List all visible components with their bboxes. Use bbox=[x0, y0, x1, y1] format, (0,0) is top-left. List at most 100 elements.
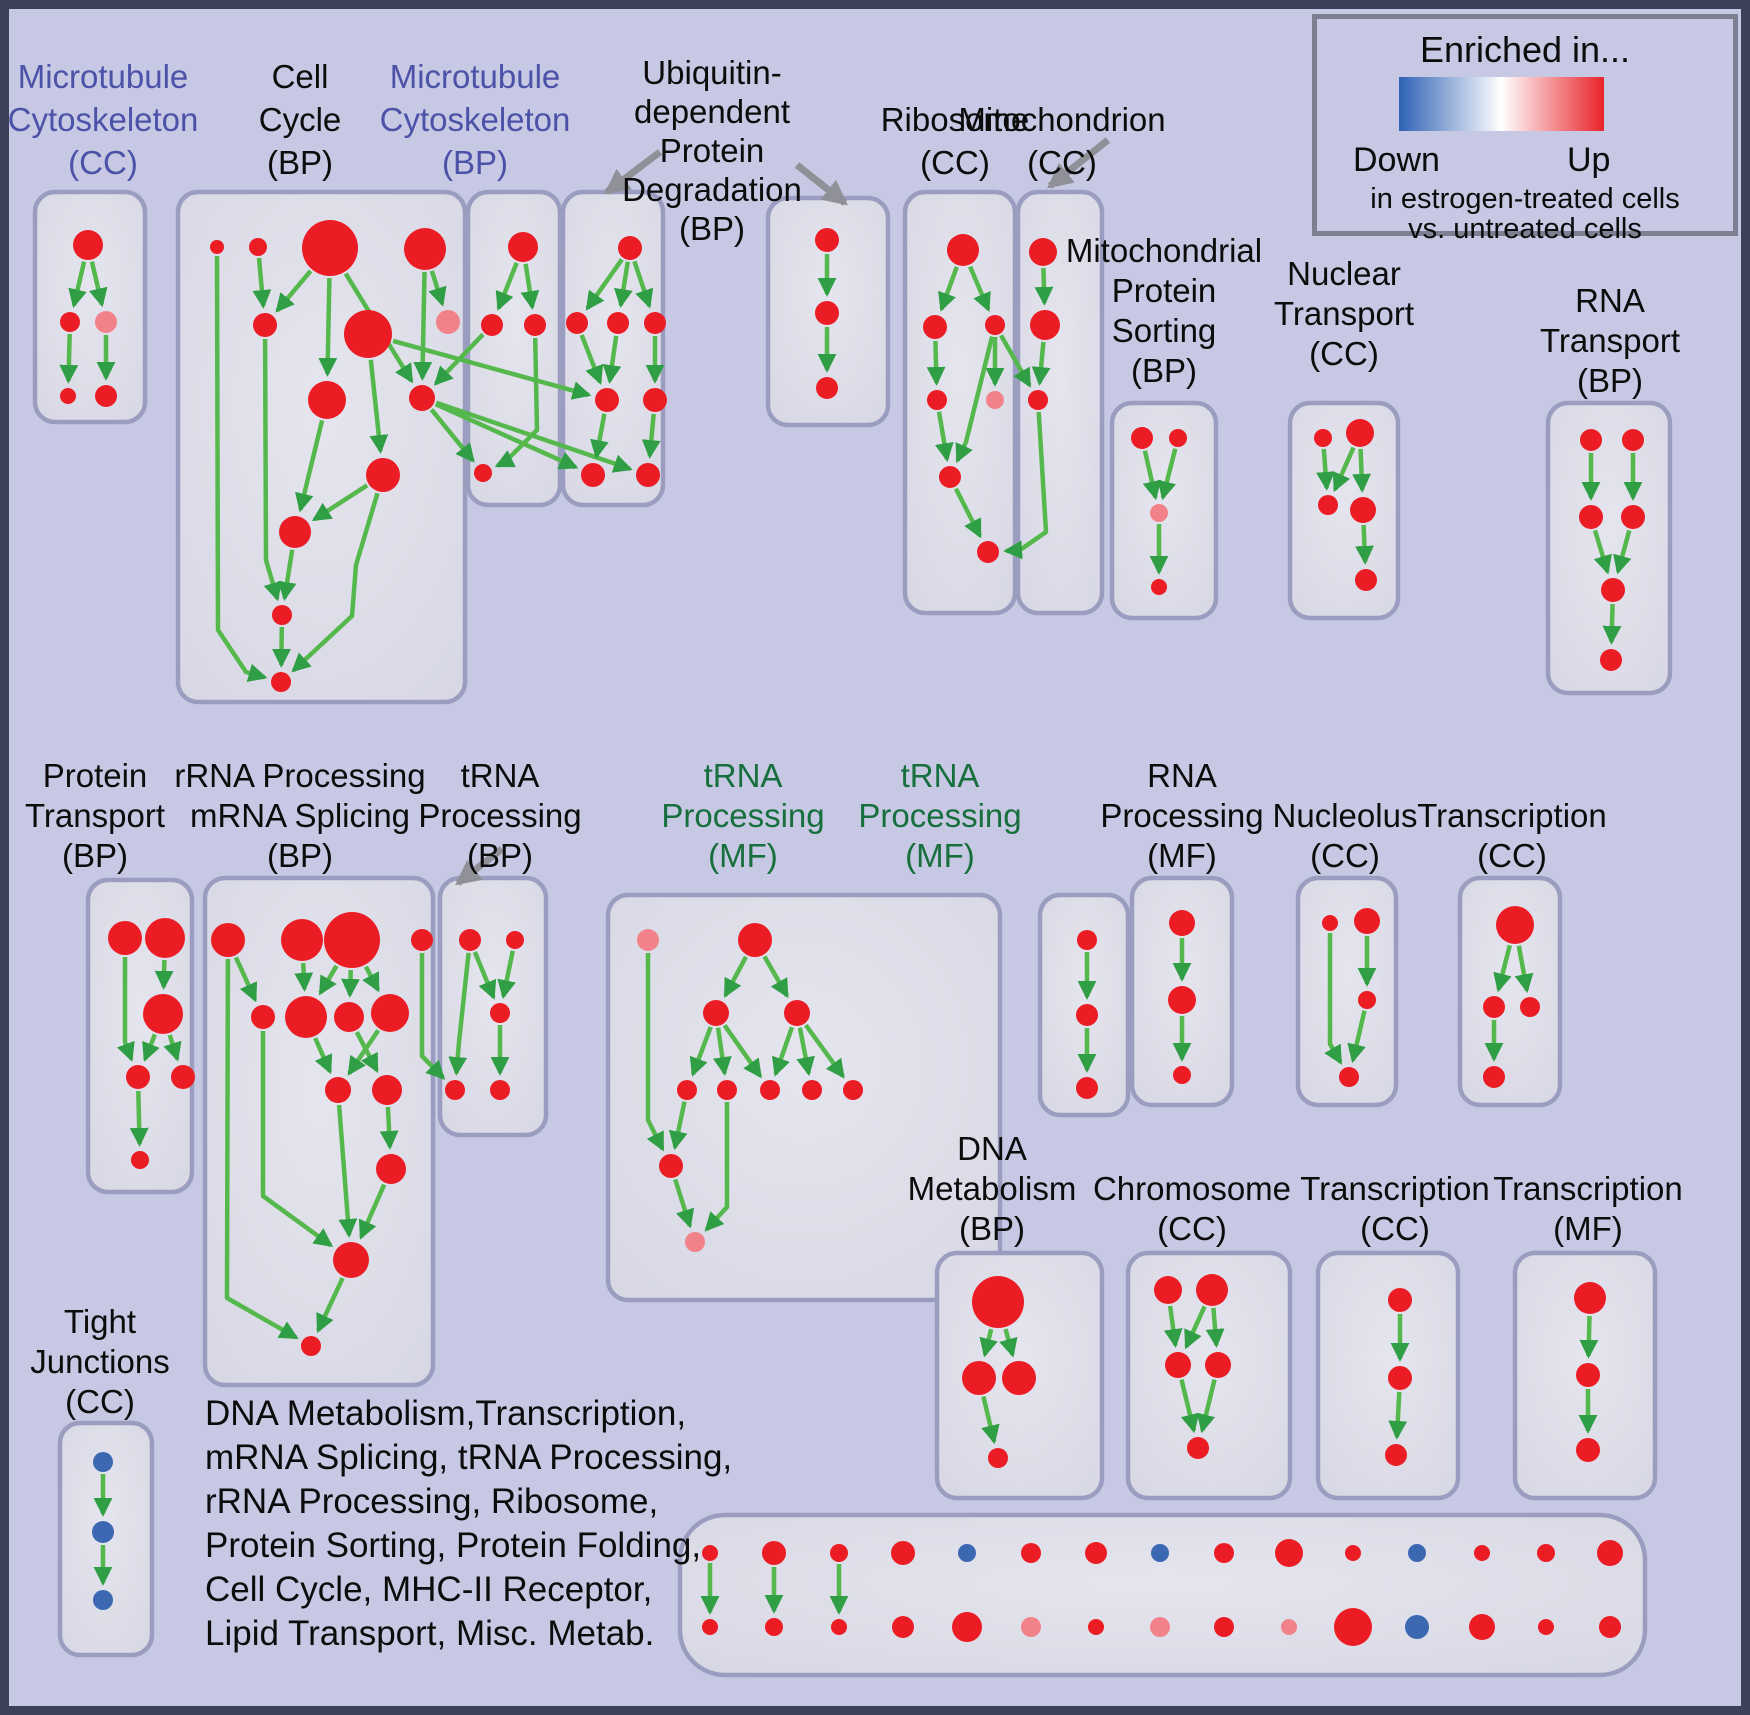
go-term-node bbox=[977, 541, 999, 563]
relation-edge bbox=[1184, 1305, 1207, 1350]
go-term-node bbox=[1520, 997, 1540, 1017]
relation-edge bbox=[362, 965, 380, 993]
go-term-node bbox=[891, 1541, 915, 1565]
go-term-node bbox=[1601, 578, 1625, 602]
go-term-node bbox=[802, 1080, 822, 1100]
relation-edge bbox=[1316, 448, 1335, 491]
go-term-node bbox=[988, 1448, 1008, 1468]
go-term-node bbox=[436, 310, 460, 334]
go-term-node bbox=[1021, 1543, 1041, 1563]
cluster-box bbox=[1315, 1250, 1461, 1501]
go-term-node bbox=[271, 672, 291, 692]
relation-edge bbox=[935, 411, 954, 463]
cluster-label: Cell Cycle (BP) bbox=[259, 58, 342, 181]
go-term-node bbox=[1574, 1282, 1606, 1314]
relation-edge bbox=[429, 408, 475, 463]
category-list-line: DNA Metabolism,Transcription, bbox=[205, 1394, 686, 1433]
go-term-node bbox=[1214, 1617, 1234, 1637]
relation-edge bbox=[129, 1090, 149, 1147]
go-term-node bbox=[972, 1276, 1024, 1328]
go-term-node bbox=[279, 516, 311, 548]
go-term-node bbox=[1150, 504, 1168, 522]
relation-edge bbox=[277, 549, 297, 602]
relation-edge bbox=[673, 1178, 695, 1229]
category-list-line: Cell Cycle, MHC-II Receptor, bbox=[205, 1570, 652, 1609]
relation-edge bbox=[614, 261, 633, 308]
go-term-node bbox=[1168, 986, 1196, 1014]
relation-edge bbox=[926, 340, 946, 386]
go-term-node bbox=[830, 1544, 848, 1562]
relation-edge bbox=[1352, 448, 1372, 493]
relation-edge bbox=[1613, 529, 1632, 575]
go-term-node bbox=[1021, 1617, 1041, 1637]
cluster-label: Microtubule Cytoskeleton (BP) bbox=[380, 58, 571, 181]
go-term-node bbox=[524, 314, 546, 336]
relation-edge bbox=[1347, 1010, 1367, 1064]
go-term-node bbox=[815, 301, 839, 325]
go-term-node bbox=[1214, 1543, 1234, 1563]
cluster-box bbox=[677, 1512, 1648, 1678]
relation-edge bbox=[668, 1101, 688, 1151]
go-term-node bbox=[131, 1151, 149, 1169]
relation-edge bbox=[938, 266, 959, 312]
cluster-label: tRNA Processing (MF) bbox=[858, 757, 1021, 874]
relation-edge bbox=[163, 1034, 182, 1062]
go-term-node bbox=[285, 996, 327, 1038]
cluster-label: tRNA Processing (BP) bbox=[418, 757, 581, 874]
go-term-node bbox=[595, 388, 619, 412]
go-term-node bbox=[1483, 996, 1505, 1018]
relation-edge bbox=[413, 271, 433, 381]
relation-edge bbox=[1163, 1305, 1183, 1349]
go-term-node bbox=[717, 1080, 737, 1100]
go-term-node bbox=[784, 1000, 810, 1026]
go-term-node bbox=[411, 929, 433, 951]
relation-edge bbox=[428, 270, 447, 307]
cluster-label: Tight Junctions (CC) bbox=[30, 1303, 169, 1420]
go-term-node bbox=[677, 1080, 697, 1100]
go-term-node bbox=[508, 232, 538, 262]
relation-edge bbox=[645, 953, 665, 1152]
go-term-node bbox=[636, 463, 660, 487]
label-pointer-arrow bbox=[1047, 137, 1111, 189]
relation-edge bbox=[1003, 411, 1049, 560]
legend-down-label: Down bbox=[1353, 141, 1440, 179]
relation-edge bbox=[434, 402, 579, 470]
cluster-box bbox=[1125, 1250, 1293, 1501]
go-term-node bbox=[1029, 238, 1057, 266]
go-term-node bbox=[765, 1618, 783, 1636]
relation-edge bbox=[999, 334, 1032, 388]
go-term-node bbox=[703, 1000, 729, 1026]
legend-title: Enriched in... bbox=[1419, 29, 1631, 70]
relation-edge bbox=[291, 492, 380, 673]
go-term-node bbox=[702, 1619, 718, 1635]
go-term-node bbox=[1275, 1539, 1303, 1567]
go-term-node bbox=[618, 236, 642, 260]
go-term-node bbox=[816, 377, 838, 399]
go-term-node bbox=[1076, 1077, 1098, 1099]
go-term-node bbox=[490, 1003, 510, 1023]
label-pointer-arrow bbox=[794, 162, 848, 206]
relation-edge bbox=[1592, 529, 1612, 575]
relation-edge bbox=[262, 338, 282, 602]
label-pointer-arrow bbox=[455, 846, 505, 886]
relation-edge bbox=[796, 1027, 815, 1077]
cluster-label: Chromosome (CC) bbox=[1093, 1170, 1291, 1247]
go-term-node bbox=[1173, 1066, 1191, 1084]
cluster-label: Mitochondrion (CC) bbox=[958, 101, 1165, 181]
go-term-node bbox=[566, 312, 588, 334]
go-term-node bbox=[60, 312, 80, 332]
cluster-label: rRNA Processing mRNA Splicing (BP) bbox=[174, 757, 425, 874]
go-term-node bbox=[762, 1541, 786, 1565]
cluster-label: tRNA Processing (MF) bbox=[661, 757, 824, 874]
cluster-label: Ubiquitin-dependent Protein Degradation (BP… bbox=[622, 54, 802, 247]
relation-edge bbox=[224, 958, 299, 1340]
go-term-node bbox=[1028, 390, 1048, 410]
go-term-node bbox=[60, 388, 76, 404]
go-term-node bbox=[474, 464, 492, 482]
go-term-node bbox=[73, 230, 103, 260]
go-term-node bbox=[506, 931, 524, 949]
go-term-node bbox=[1322, 915, 1338, 931]
go-term-node bbox=[108, 921, 142, 955]
go-term-node bbox=[947, 234, 979, 266]
